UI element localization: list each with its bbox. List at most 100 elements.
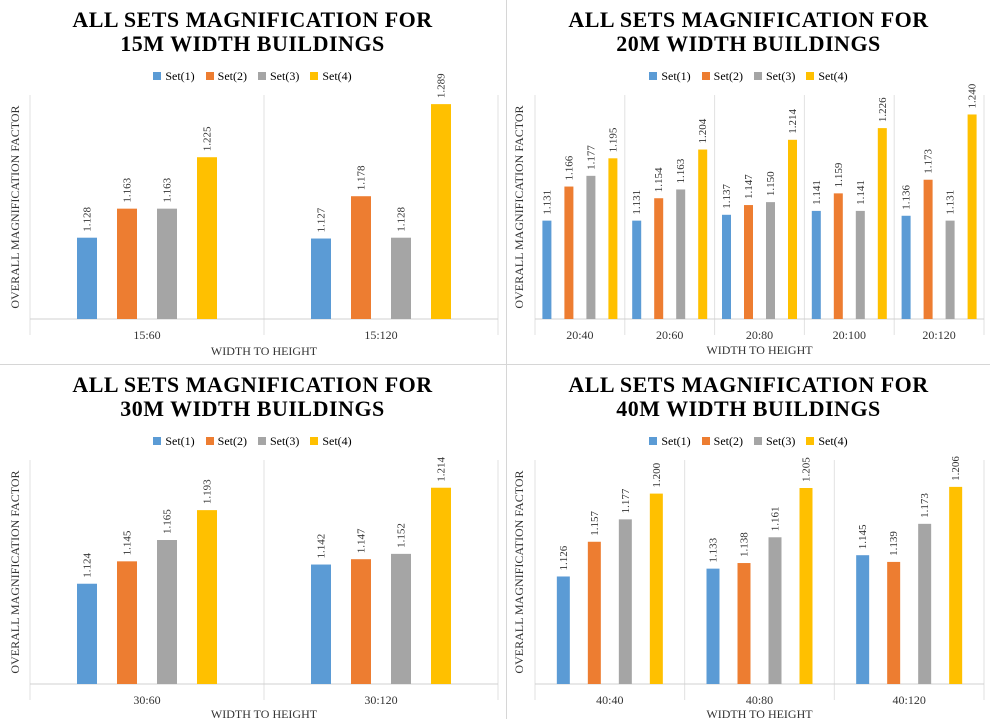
category-tick-label: 20:40 xyxy=(566,328,593,342)
legend-swatch xyxy=(806,72,815,80)
bar-set2-15-60 xyxy=(117,208,137,319)
legend-item-set3: Set(3) xyxy=(754,434,795,448)
data-label: 1.214 xyxy=(436,456,448,481)
bar-set3-20-80 xyxy=(766,202,775,319)
bar-set2-40-80 xyxy=(737,563,751,684)
legend-item-set1: Set(1) xyxy=(649,434,691,448)
plot-area: 1.124 1.145 1.165 1.193 30:60 1.142 1.147 1.152… xyxy=(8,456,499,719)
bar-set4-20-60 xyxy=(698,149,708,319)
category-tick-label: 40:120 xyxy=(892,693,925,707)
bar-set1-30-60 xyxy=(77,583,97,684)
legend-item-set2: Set(2) xyxy=(701,434,743,448)
data-label: 1.137 xyxy=(721,184,733,209)
bar-set1-20-60 xyxy=(632,220,642,319)
bar-set2-40-120 xyxy=(887,561,901,684)
category-tick-label: 20:80 xyxy=(746,328,773,342)
category-tick-label: 20:100 xyxy=(833,328,866,342)
category-tick-label: 15:60 xyxy=(133,328,160,342)
bar-set4-40-40 xyxy=(649,493,663,684)
category-tick-label: 30:60 xyxy=(133,693,160,707)
bar-set1-20-100 xyxy=(811,210,821,319)
data-label: 1.195 xyxy=(607,127,619,152)
legend-item-set1: Set(1) xyxy=(153,69,195,83)
legend-label: Set(3) xyxy=(766,69,796,83)
legend-swatch xyxy=(153,437,162,445)
data-label: 1.138 xyxy=(739,532,751,557)
chart-legend: Set(1) Set(2) Set(3) Set(4) xyxy=(507,69,990,83)
legend-item-set3: Set(3) xyxy=(754,69,795,83)
bar-set3-40-120 xyxy=(918,523,932,684)
data-label: 1.150 xyxy=(765,171,777,196)
legend-label: Set(1) xyxy=(661,434,691,448)
bar-set4-20-100 xyxy=(877,128,887,319)
data-label: 1.173 xyxy=(919,493,931,518)
legend-swatch xyxy=(310,437,319,445)
legend-label: Set(2) xyxy=(713,69,743,83)
bar-set1-15-60 xyxy=(77,237,97,319)
x-axis-label: WIDTH TO HEIGHT xyxy=(211,707,318,719)
data-label: 1.177 xyxy=(620,488,632,513)
category-tick-label: 30:120 xyxy=(364,693,397,707)
bar-set2-20-80 xyxy=(744,205,753,319)
chart-panel-40m: ALL SETS MAGNIFICATION FOR 40M WIDTH BUI… xyxy=(507,365,990,719)
bar-set4-20-40 xyxy=(608,158,618,319)
legend-item-set1: Set(1) xyxy=(649,69,691,83)
data-label: 1.157 xyxy=(589,511,601,536)
legend-swatch xyxy=(701,72,710,80)
legend-swatch xyxy=(205,437,214,445)
data-label: 1.163 xyxy=(162,177,174,202)
bar-set4-40-120 xyxy=(949,486,963,684)
bar-set3-20-40 xyxy=(586,175,596,319)
legend-label: Set(2) xyxy=(217,69,247,83)
bar-set3-15-120 xyxy=(391,237,411,319)
chart-panel-30m: ALL SETS MAGNIFICATION FOR 30M WIDTH BUI… xyxy=(0,365,505,719)
legend-swatch xyxy=(153,72,162,80)
bar-set3-15-60 xyxy=(157,208,177,319)
legend-label: Set(3) xyxy=(270,434,300,448)
bar-set3-30-60 xyxy=(157,540,177,684)
data-label: 1.142 xyxy=(316,534,328,559)
bar-set1-15-120 xyxy=(311,238,331,319)
data-label: 1.178 xyxy=(356,165,368,190)
legend-label: Set(2) xyxy=(217,434,247,448)
legend-swatch xyxy=(754,72,762,80)
data-label: 1.165 xyxy=(162,509,174,534)
y-axis-label: OVERALL MAGNIFICATION FACTOR xyxy=(8,470,22,673)
data-label: 1.139 xyxy=(888,531,900,556)
bar-set2-20-40 xyxy=(564,186,574,319)
bar-set4-15-120 xyxy=(431,104,451,320)
x-axis-label: WIDTH TO HEIGHT xyxy=(706,707,813,719)
data-label: 1.173 xyxy=(923,148,935,173)
data-label: 1.206 xyxy=(950,456,962,481)
chart-title: ALL SETS MAGNIFICATION FOR 20M WIDTH BUI… xyxy=(507,8,990,56)
x-axis-label: WIDTH TO HEIGHT xyxy=(211,344,318,358)
legend-label: Set(4) xyxy=(322,69,352,83)
legend-swatch xyxy=(258,72,266,80)
bar-set4-20-80 xyxy=(788,139,797,319)
legend-label: Set(1) xyxy=(165,69,195,83)
data-label: 1.141 xyxy=(855,180,867,205)
bar-set2-30-120 xyxy=(351,559,371,684)
legend-label: Set(3) xyxy=(270,69,300,83)
category-tick-label: 20:60 xyxy=(656,328,683,342)
bar-set4-15-60 xyxy=(197,157,217,319)
data-label: 1.200 xyxy=(651,462,663,487)
data-label: 1.163 xyxy=(122,177,134,202)
data-label: 1.161 xyxy=(770,507,782,532)
data-label: 1.136 xyxy=(901,185,913,210)
data-label: 1.205 xyxy=(801,457,813,482)
legend-item-set2: Set(2) xyxy=(205,69,247,83)
legend-swatch xyxy=(701,437,710,445)
y-axis-label: OVERALL MAGNIFICATION FACTOR xyxy=(8,105,22,308)
legend-label: Set(2) xyxy=(713,434,743,448)
chart-title-line2: 20M WIDTH BUILDINGS xyxy=(616,31,881,56)
legend-item-set3: Set(3) xyxy=(258,434,299,448)
data-label: 1.154 xyxy=(653,167,665,192)
legend-item-set4: Set(4) xyxy=(310,434,352,448)
data-label: 1.124 xyxy=(82,552,94,577)
bar-set4-30-60 xyxy=(197,510,217,684)
horizontal-divider xyxy=(0,364,990,365)
data-label: 1.131 xyxy=(631,190,643,215)
bar-set3-20-120 xyxy=(945,220,955,319)
bar-set2-20-100 xyxy=(833,193,843,319)
